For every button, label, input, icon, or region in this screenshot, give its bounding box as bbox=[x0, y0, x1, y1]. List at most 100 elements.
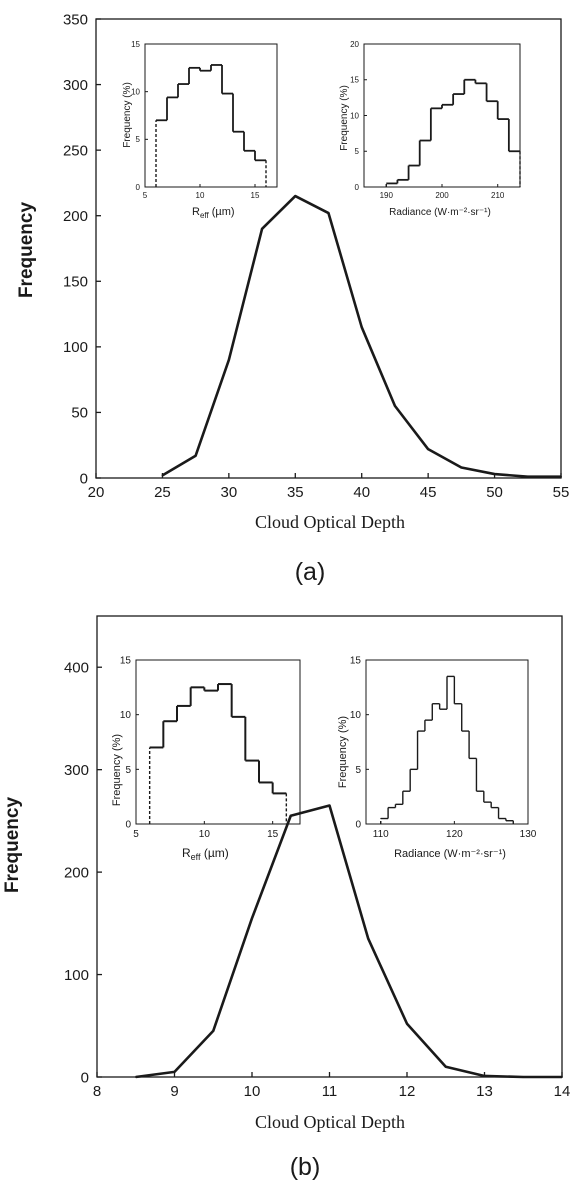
inset-b1-ytick-label: 0 bbox=[125, 820, 131, 831]
inset-a1-frame bbox=[144, 43, 278, 188]
inset-b2-ylabel: Frequency (%) bbox=[337, 716, 349, 788]
inset-b2-xtick-label: 110 bbox=[373, 829, 389, 840]
main-a-data-point bbox=[161, 474, 164, 477]
main-a-ytick-label: 50 bbox=[71, 405, 88, 422]
inset-a1-ytick-label: 5 bbox=[136, 135, 141, 144]
inset-a2-ytick-label: 20 bbox=[350, 40, 359, 49]
main-a-xtick-label: 25 bbox=[154, 484, 171, 501]
main-b-data-point bbox=[289, 814, 292, 817]
main-a-xtick-label: 20 bbox=[88, 484, 105, 501]
main-b-ytick-label: 0 bbox=[81, 1069, 89, 1086]
main-a-ytick-label: 350 bbox=[63, 11, 88, 28]
main-b-data-point bbox=[134, 1076, 137, 1078]
main-b-ytick-label: 100 bbox=[64, 967, 89, 984]
inset-b1-ylabel: Frequency (%) bbox=[111, 734, 123, 806]
inset-a2-xlabel: Radiance (W·m⁻²·sr⁻¹) bbox=[389, 207, 491, 218]
main-a-data-point bbox=[493, 473, 496, 475]
main-a-xtick-label: 45 bbox=[420, 484, 437, 501]
main-a-data-point bbox=[194, 454, 197, 457]
main-b-data-point bbox=[406, 1022, 408, 1025]
main-b-xtick-label: 13 bbox=[476, 1083, 493, 1100]
main-b-ylabel: Frequency bbox=[2, 797, 23, 894]
main-a-ytick-label: 100 bbox=[63, 339, 88, 356]
main-a-ylabel: Frequency bbox=[16, 202, 37, 299]
inset-a1-xtick-label: 15 bbox=[251, 191, 260, 200]
panel-a-label: (a) bbox=[295, 558, 326, 586]
inset-a2-xtick-label: 210 bbox=[491, 191, 505, 200]
main-b-xtick-label: 9 bbox=[170, 1083, 178, 1100]
inset-a1-ytick-label: 0 bbox=[136, 183, 141, 192]
main-a-data-point bbox=[460, 466, 463, 469]
inset-b1-ytick-label: 15 bbox=[120, 656, 132, 667]
inset-a2-ylabel: Frequency (%) bbox=[339, 85, 350, 151]
inset-a1-xtick-label: 5 bbox=[143, 191, 148, 200]
main-b-xlabel: Cloud Optical Depth bbox=[255, 1112, 405, 1132]
main-a-xlabel: Cloud Optical Depth bbox=[255, 512, 405, 532]
inset-a1-ytick-label: 10 bbox=[131, 87, 140, 96]
inset-a2-ytick-label: 15 bbox=[350, 76, 359, 85]
main-a-ytick-label: 200 bbox=[63, 208, 88, 225]
main-b-data-point bbox=[212, 1030, 215, 1032]
main-a-xtick-label: 55 bbox=[553, 484, 570, 501]
inset-b1-ytick-label: 5 bbox=[125, 765, 131, 776]
inset-a2-xtick-label: 190 bbox=[380, 191, 394, 200]
main-a-ytick-label: 150 bbox=[63, 274, 88, 291]
main-a-data-point bbox=[227, 359, 230, 361]
main-a-ytick-label: 300 bbox=[63, 77, 88, 94]
main-b-data-point bbox=[522, 1076, 525, 1078]
inset-a2-ytick-label: 5 bbox=[355, 147, 360, 156]
main-a-frame bbox=[95, 18, 562, 479]
main-b-xtick-label: 8 bbox=[93, 1083, 101, 1100]
main-a-data-point bbox=[427, 448, 430, 451]
inset-a-radiance: 190 200 210 0 5 10 15 20 bbox=[350, 40, 521, 200]
inset-a1-ylabel: Frequency (%) bbox=[122, 82, 133, 148]
inset-a1-xlabel: Reff (µm) bbox=[192, 206, 235, 220]
inset-b1-ytick-label: 10 bbox=[120, 710, 132, 721]
inset-a2-xtick-label: 200 bbox=[435, 191, 449, 200]
main-a-ytick-label: 0 bbox=[80, 470, 88, 487]
inset-b1-xlabel: Reff (µm) bbox=[182, 846, 229, 862]
inset-a2-ytick-label: 10 bbox=[350, 111, 359, 120]
main-a-ytick-label: 250 bbox=[63, 142, 88, 159]
inset-b1-xtick-label: 15 bbox=[267, 829, 279, 840]
inset-b1-xtick-label: 10 bbox=[199, 829, 211, 840]
inset-b2-ytick-label: 5 bbox=[355, 765, 361, 776]
main-b-data-point bbox=[173, 1070, 176, 1073]
inset-b2-xlabel: Radiance (W·m⁻²·sr⁻¹) bbox=[394, 848, 506, 860]
main-a-data-point bbox=[560, 475, 562, 478]
main-b-series-line bbox=[135, 804, 562, 1079]
panel-b-label: (b) bbox=[290, 1153, 321, 1181]
inset-b2-xtick-label: 120 bbox=[446, 829, 463, 840]
main-b-data-point bbox=[483, 1075, 486, 1077]
main-a-data-point bbox=[360, 326, 363, 329]
inset-b-radiance: 110 120 130 0 5 10 15 bbox=[350, 656, 537, 841]
main-b-xtick-label: 12 bbox=[399, 1083, 416, 1100]
inset-a1-ytick-label: 15 bbox=[131, 40, 140, 49]
main-a-data-point bbox=[526, 475, 529, 478]
inset-b2-ytick-label: 0 bbox=[355, 820, 361, 831]
inset-b1-frame bbox=[135, 659, 301, 825]
main-b-data-point bbox=[444, 1065, 447, 1068]
inset-b1-xtick-label: 5 bbox=[133, 829, 139, 840]
main-b-ytick-label: 400 bbox=[64, 659, 89, 676]
main-b-data-point bbox=[367, 937, 370, 940]
inset-b2-ytick-label: 15 bbox=[350, 656, 362, 667]
main-a-data-point bbox=[394, 404, 396, 407]
inset-a1-xtick-label: 10 bbox=[196, 191, 205, 200]
main-b-xtick-label: 14 bbox=[554, 1083, 571, 1100]
main-b-data-point bbox=[561, 1076, 563, 1078]
main-a-xtick-label: 30 bbox=[221, 484, 238, 501]
inset-b2-frame bbox=[365, 659, 529, 825]
main-a-xtick-label: 35 bbox=[287, 484, 304, 501]
inset-a2-ytick-label: 0 bbox=[355, 183, 360, 192]
main-b-ytick-label: 300 bbox=[64, 762, 89, 779]
inset-b2-xtick-label: 130 bbox=[520, 829, 537, 840]
